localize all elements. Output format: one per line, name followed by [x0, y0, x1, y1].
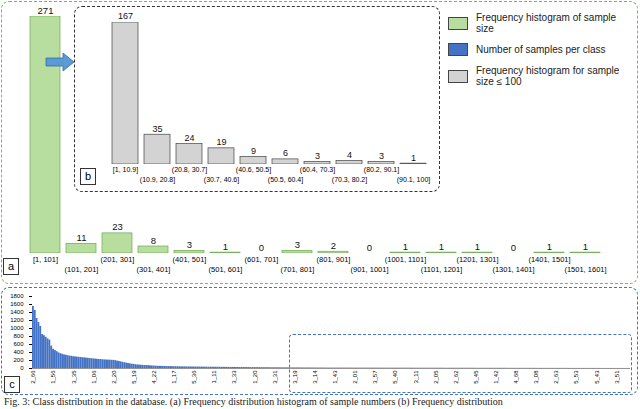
svg-text:11: 11	[77, 232, 87, 243]
svg-text:6: 6	[283, 148, 288, 158]
svg-text:600: 600	[13, 341, 24, 347]
svg-text:271: 271	[38, 5, 54, 16]
svg-text:1000: 1000	[10, 325, 24, 331]
svg-text:0: 0	[259, 242, 264, 253]
svg-text:1: 1	[583, 241, 588, 252]
svg-text:0: 0	[367, 242, 372, 253]
svg-text:1_06: 1_06	[91, 370, 97, 384]
svg-text:400: 400	[13, 349, 24, 355]
svg-text:(101, 201]: (101, 201]	[65, 265, 99, 274]
svg-text:(40.6, 50.5]: (40.6, 50.5]	[236, 166, 271, 174]
svg-text:1: 1	[475, 241, 480, 252]
svg-text:(701, 801]: (701, 801]	[281, 265, 315, 274]
svg-text:[1, 101]: [1, 101]	[33, 255, 58, 264]
svg-text:4: 4	[347, 150, 352, 160]
svg-text:(20.8, 30.7]: (20.8, 30.7]	[172, 166, 207, 174]
svg-text:5_40: 5_40	[392, 370, 398, 384]
svg-text:4_22: 4_22	[151, 370, 157, 384]
svg-text:1: 1	[223, 241, 228, 252]
svg-text:3_08: 3_08	[533, 370, 539, 384]
svg-text:23: 23	[112, 221, 123, 232]
html-text:Fig. 3: Class distribution in: Fig. 3: Class distribution in the databa…	[4, 396, 503, 407]
svg-text:(601, 701]: (601, 701]	[245, 255, 279, 264]
svg-text:3: 3	[295, 239, 300, 250]
svg-text:2_66: 2_66	[30, 370, 36, 384]
svg-text:3_31: 3_31	[272, 370, 278, 384]
svg-text:1_17: 1_17	[171, 370, 177, 384]
svg-text:(801, 901]: (801, 901]	[317, 255, 351, 264]
svg-text:1_56: 1_56	[50, 370, 56, 384]
svg-text:9: 9	[251, 146, 256, 156]
svg-text:1_20: 1_20	[252, 370, 258, 384]
svg-text:3: 3	[315, 151, 320, 161]
svg-text:5_53: 5_53	[573, 370, 579, 384]
svg-text:1200: 1200	[10, 317, 24, 323]
svg-text:3_14: 3_14	[312, 370, 318, 384]
svg-text:1: 1	[439, 241, 444, 252]
svg-text:3_35: 3_35	[71, 370, 77, 384]
svg-text:5_36: 5_36	[191, 370, 197, 384]
svg-text:2_20: 2_20	[111, 370, 117, 384]
svg-text:5_43: 5_43	[594, 370, 600, 384]
svg-text:(1301, 1401]: (1301, 1401]	[492, 265, 534, 274]
svg-text:3: 3	[187, 239, 192, 250]
svg-text:5_45: 5_45	[473, 370, 479, 384]
svg-text:(1201, 1301]: (1201, 1301]	[456, 255, 498, 264]
svg-text:(60.4, 70.3]: (60.4, 70.3]	[300, 166, 335, 174]
svg-text:800: 800	[13, 333, 24, 339]
svg-text:(201, 301]: (201, 301]	[101, 255, 135, 264]
html-text:Frequency histogram for sample: Frequency histogram for sample size ≤ 10…	[476, 65, 620, 87]
svg-text:(901, 1001]: (901, 1001]	[351, 265, 389, 274]
svg-text:2_01: 2_01	[352, 370, 358, 384]
html-text:b: b	[84, 170, 92, 182]
html-text:Number of samples per class: Number of samples per class	[476, 44, 606, 55]
svg-text:(90.1, 100]: (90.1, 100]	[397, 176, 431, 184]
svg-text:2: 2	[331, 240, 336, 251]
svg-text:3_57: 3_57	[372, 370, 378, 384]
svg-text:1: 1	[411, 153, 416, 163]
html-text:Frequency histogram of sample: Frequency histogram of sample size	[476, 12, 617, 34]
svg-text:3_51: 3_51	[614, 370, 620, 384]
svg-text:(501, 601]: (501, 601]	[209, 265, 243, 274]
svg-text:[1, 10.9]: [1, 10.9]	[113, 166, 138, 174]
svg-text:(70.3, 80.2]: (70.3, 80.2]	[332, 176, 367, 184]
svg-text:(1001, 1101]: (1001, 1101]	[385, 255, 427, 264]
svg-text:1400: 1400	[10, 309, 24, 315]
svg-text:3_33: 3_33	[231, 370, 237, 384]
svg-text:(30.7, 40.6]: (30.7, 40.6]	[204, 176, 239, 184]
svg-text:3_19: 3_19	[292, 370, 298, 384]
svg-text:3_11: 3_11	[413, 370, 419, 384]
svg-text:(1501, 1601]: (1501, 1601]	[564, 265, 606, 274]
svg-text:1_43: 1_43	[332, 370, 338, 384]
svg-text:3: 3	[379, 151, 384, 161]
svg-text:1600: 1600	[10, 301, 24, 307]
svg-text:(50.5, 60.4]: (50.5, 60.4]	[268, 176, 303, 184]
svg-text:(80.2, 90.1]: (80.2, 90.1]	[364, 166, 399, 174]
svg-text:1_42: 1_42	[493, 370, 499, 384]
svg-text:(10.9, 20.8]: (10.9, 20.8]	[140, 176, 175, 184]
svg-text:200: 200	[13, 357, 24, 363]
svg-text:4_68: 4_68	[513, 370, 519, 384]
svg-text:2_62: 2_62	[453, 370, 459, 384]
svg-text:24: 24	[184, 133, 194, 143]
html-text:c: c	[9, 378, 15, 390]
html-text:a: a	[7, 260, 15, 272]
svg-text:8: 8	[151, 235, 156, 246]
svg-text:1800: 1800	[10, 293, 24, 299]
svg-text:2_63: 2_63	[553, 370, 559, 384]
svg-text:167: 167	[118, 11, 133, 21]
svg-text:(1101, 1201]: (1101, 1201]	[421, 265, 463, 274]
svg-text:(301, 401]: (301, 401]	[137, 265, 171, 274]
svg-text:0: 0	[20, 365, 24, 371]
svg-text:(1401, 1501]: (1401, 1501]	[528, 255, 570, 264]
svg-text:1_11: 1_11	[211, 370, 217, 384]
svg-text:(401, 501]: (401, 501]	[173, 255, 207, 264]
svg-text:1: 1	[403, 241, 408, 252]
svg-text:35: 35	[152, 124, 162, 134]
svg-text:19: 19	[216, 137, 226, 147]
svg-text:5_19: 5_19	[131, 370, 137, 384]
svg-text:2_05: 2_05	[433, 370, 439, 384]
svg-text:1: 1	[547, 241, 552, 252]
svg-text:0: 0	[511, 242, 516, 253]
